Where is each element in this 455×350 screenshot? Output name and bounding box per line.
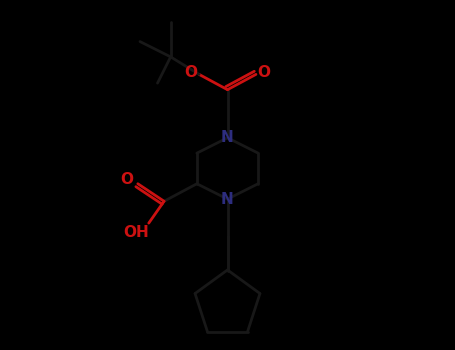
Text: N: N (221, 191, 234, 206)
Text: O: O (121, 172, 133, 187)
Text: N: N (221, 130, 234, 145)
Text: O: O (185, 65, 197, 80)
Text: O: O (258, 65, 270, 80)
Text: OH: OH (123, 225, 148, 240)
